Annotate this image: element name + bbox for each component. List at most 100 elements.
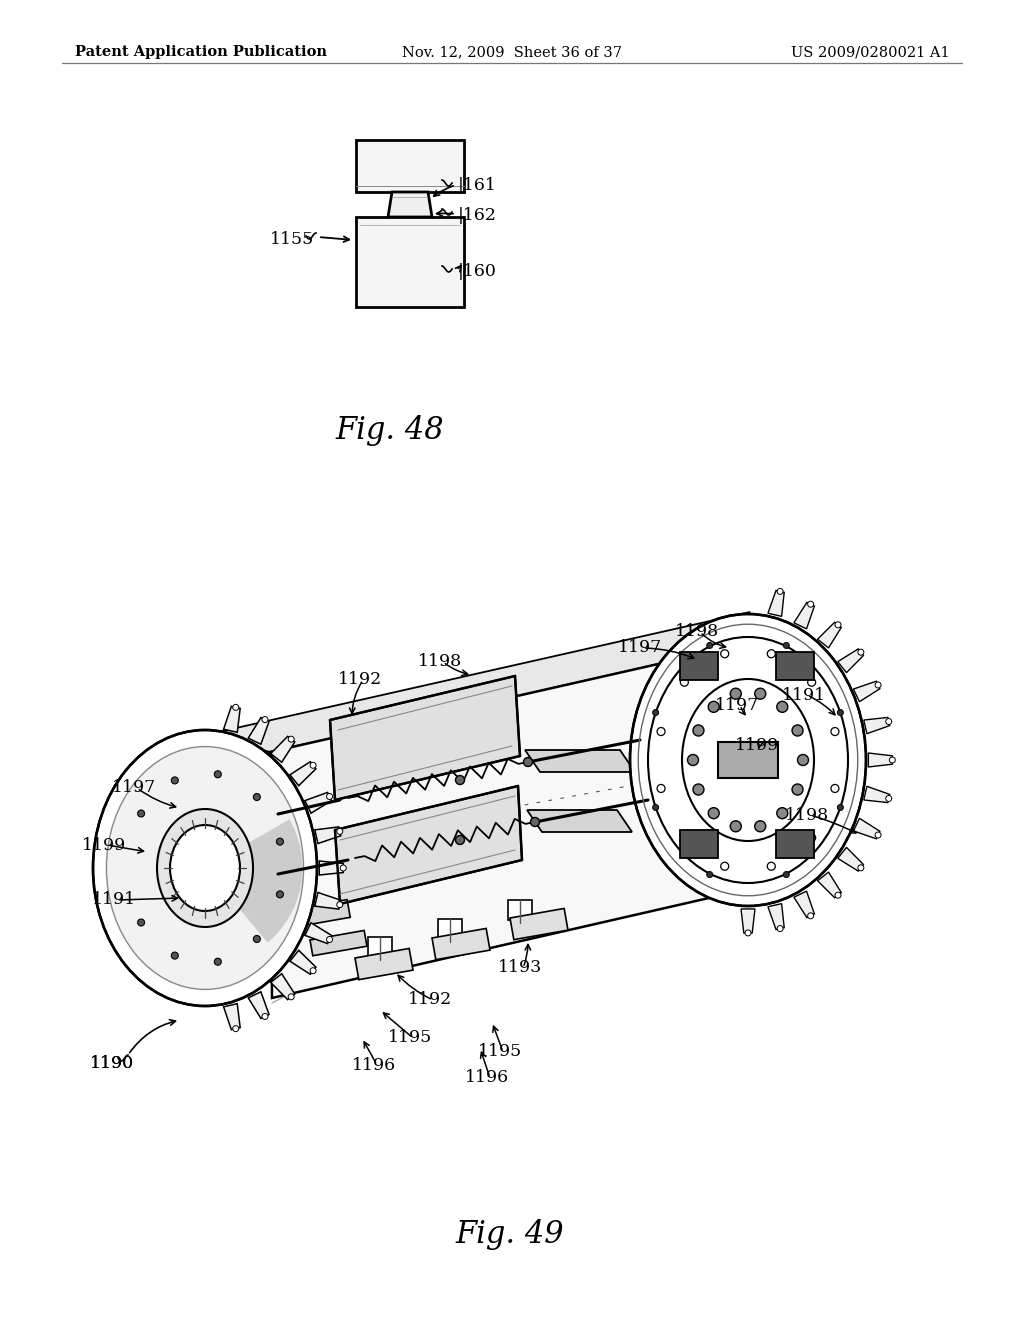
Circle shape <box>835 892 841 898</box>
Bar <box>310 931 367 956</box>
Circle shape <box>798 755 809 766</box>
Bar <box>718 742 778 777</box>
Ellipse shape <box>170 825 240 911</box>
Text: 1197: 1197 <box>715 697 759 714</box>
Circle shape <box>890 756 895 763</box>
Circle shape <box>657 727 665 735</box>
Circle shape <box>340 865 346 871</box>
Polygon shape <box>794 891 814 917</box>
Circle shape <box>288 737 294 742</box>
Polygon shape <box>817 622 842 648</box>
Circle shape <box>687 755 698 766</box>
Polygon shape <box>864 718 890 734</box>
Circle shape <box>835 622 841 628</box>
Polygon shape <box>290 950 316 974</box>
Text: 1197: 1197 <box>112 780 157 796</box>
Circle shape <box>792 725 803 737</box>
Circle shape <box>137 919 144 927</box>
Ellipse shape <box>106 747 303 990</box>
Circle shape <box>808 678 816 686</box>
Bar <box>355 949 413 979</box>
Circle shape <box>721 862 729 870</box>
Text: 1192: 1192 <box>408 991 453 1008</box>
Circle shape <box>652 804 658 810</box>
Circle shape <box>276 838 284 845</box>
Circle shape <box>745 929 751 936</box>
Circle shape <box>680 834 688 842</box>
Polygon shape <box>817 873 842 898</box>
Polygon shape <box>314 826 341 843</box>
Circle shape <box>808 913 814 919</box>
Circle shape <box>783 643 790 648</box>
Circle shape <box>137 810 144 817</box>
Circle shape <box>721 649 729 657</box>
Circle shape <box>838 804 844 810</box>
Circle shape <box>310 762 316 768</box>
Circle shape <box>777 589 783 594</box>
Circle shape <box>652 710 658 715</box>
Ellipse shape <box>630 614 866 906</box>
Circle shape <box>767 649 775 657</box>
Circle shape <box>777 808 787 818</box>
Bar <box>368 937 392 957</box>
Text: 1155: 1155 <box>270 231 314 248</box>
Bar <box>776 830 814 858</box>
Circle shape <box>657 784 665 792</box>
Text: 1198: 1198 <box>675 623 719 640</box>
Polygon shape <box>868 752 892 767</box>
Polygon shape <box>330 676 520 800</box>
Text: 1193: 1193 <box>498 960 543 977</box>
Text: |160: |160 <box>458 264 497 281</box>
Polygon shape <box>838 649 863 673</box>
Circle shape <box>171 777 178 784</box>
Circle shape <box>288 994 294 999</box>
Bar <box>356 140 464 191</box>
Circle shape <box>830 784 839 792</box>
Bar <box>776 652 814 680</box>
Polygon shape <box>270 974 295 999</box>
Circle shape <box>253 936 260 942</box>
Circle shape <box>709 808 719 818</box>
Text: 1199: 1199 <box>735 737 779 754</box>
Text: Patent Application Publication: Patent Application Publication <box>75 45 327 59</box>
Circle shape <box>707 871 713 878</box>
Text: 1195: 1195 <box>478 1044 522 1060</box>
Circle shape <box>337 829 343 834</box>
Polygon shape <box>768 904 784 929</box>
Circle shape <box>709 701 719 713</box>
Bar <box>680 652 718 680</box>
Polygon shape <box>794 602 814 628</box>
Circle shape <box>808 834 816 842</box>
Circle shape <box>830 727 839 735</box>
Circle shape <box>262 1014 268 1019</box>
Circle shape <box>171 952 178 960</box>
Polygon shape <box>223 1003 241 1030</box>
Text: |162: |162 <box>458 206 497 223</box>
Polygon shape <box>305 923 332 944</box>
Polygon shape <box>838 847 863 871</box>
Circle shape <box>858 865 864 871</box>
Bar <box>432 928 490 960</box>
Wedge shape <box>205 820 302 942</box>
Text: 1192: 1192 <box>338 672 382 689</box>
Circle shape <box>337 902 343 908</box>
Circle shape <box>886 718 892 725</box>
Circle shape <box>253 793 260 800</box>
Polygon shape <box>335 785 522 904</box>
Polygon shape <box>248 991 269 1019</box>
Polygon shape <box>741 909 755 933</box>
Text: 1195: 1195 <box>388 1030 432 1047</box>
Circle shape <box>886 796 892 801</box>
Bar <box>680 830 718 858</box>
Circle shape <box>232 705 239 710</box>
Circle shape <box>777 925 783 932</box>
Circle shape <box>876 832 881 838</box>
Ellipse shape <box>93 730 317 1006</box>
Polygon shape <box>248 718 269 744</box>
Circle shape <box>232 1026 239 1032</box>
Text: Fig. 48: Fig. 48 <box>336 414 444 446</box>
Circle shape <box>755 821 766 832</box>
Circle shape <box>310 968 316 974</box>
Circle shape <box>783 871 790 878</box>
Polygon shape <box>314 892 341 909</box>
